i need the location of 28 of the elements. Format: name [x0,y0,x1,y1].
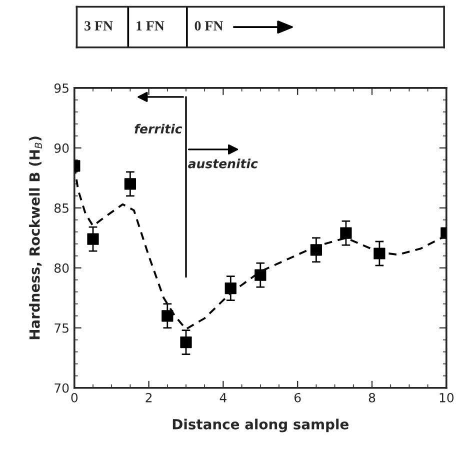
x-axis-title: Distance along sample [172,418,348,432]
annotation: ferritic [134,124,182,134]
point [124,178,136,190]
text: 0 FN [194,21,224,31]
y-axis-title: Hardness, Rockwell B (H$_{B}$) [29,136,42,340]
point [374,248,386,260]
y-tick-label: 85 [54,203,68,213]
x-tick-label: 2 [146,392,152,402]
point [254,269,266,281]
point [224,282,236,294]
point [310,244,322,256]
y-tick-label: 70 [54,383,69,393]
point [180,336,192,348]
x-tick-label: 10 [440,392,454,402]
x-tick-label: 4 [220,393,226,402]
y-tick-label: 75 [54,324,68,333]
text: 1 FN [136,21,164,30]
point [87,233,99,245]
x-tick-label: 0 [71,392,78,402]
x-tick-label: 8 [368,392,376,402]
point [162,310,174,322]
text: 3 FN [84,21,113,31]
x-tick-label: 6 [294,392,301,402]
point [340,227,352,239]
y-tick-label: 95 [54,83,68,93]
y-tick-label: 90 [54,143,69,153]
y-tick-label: 80 [54,263,69,273]
annotation: austenitic [188,158,258,168]
